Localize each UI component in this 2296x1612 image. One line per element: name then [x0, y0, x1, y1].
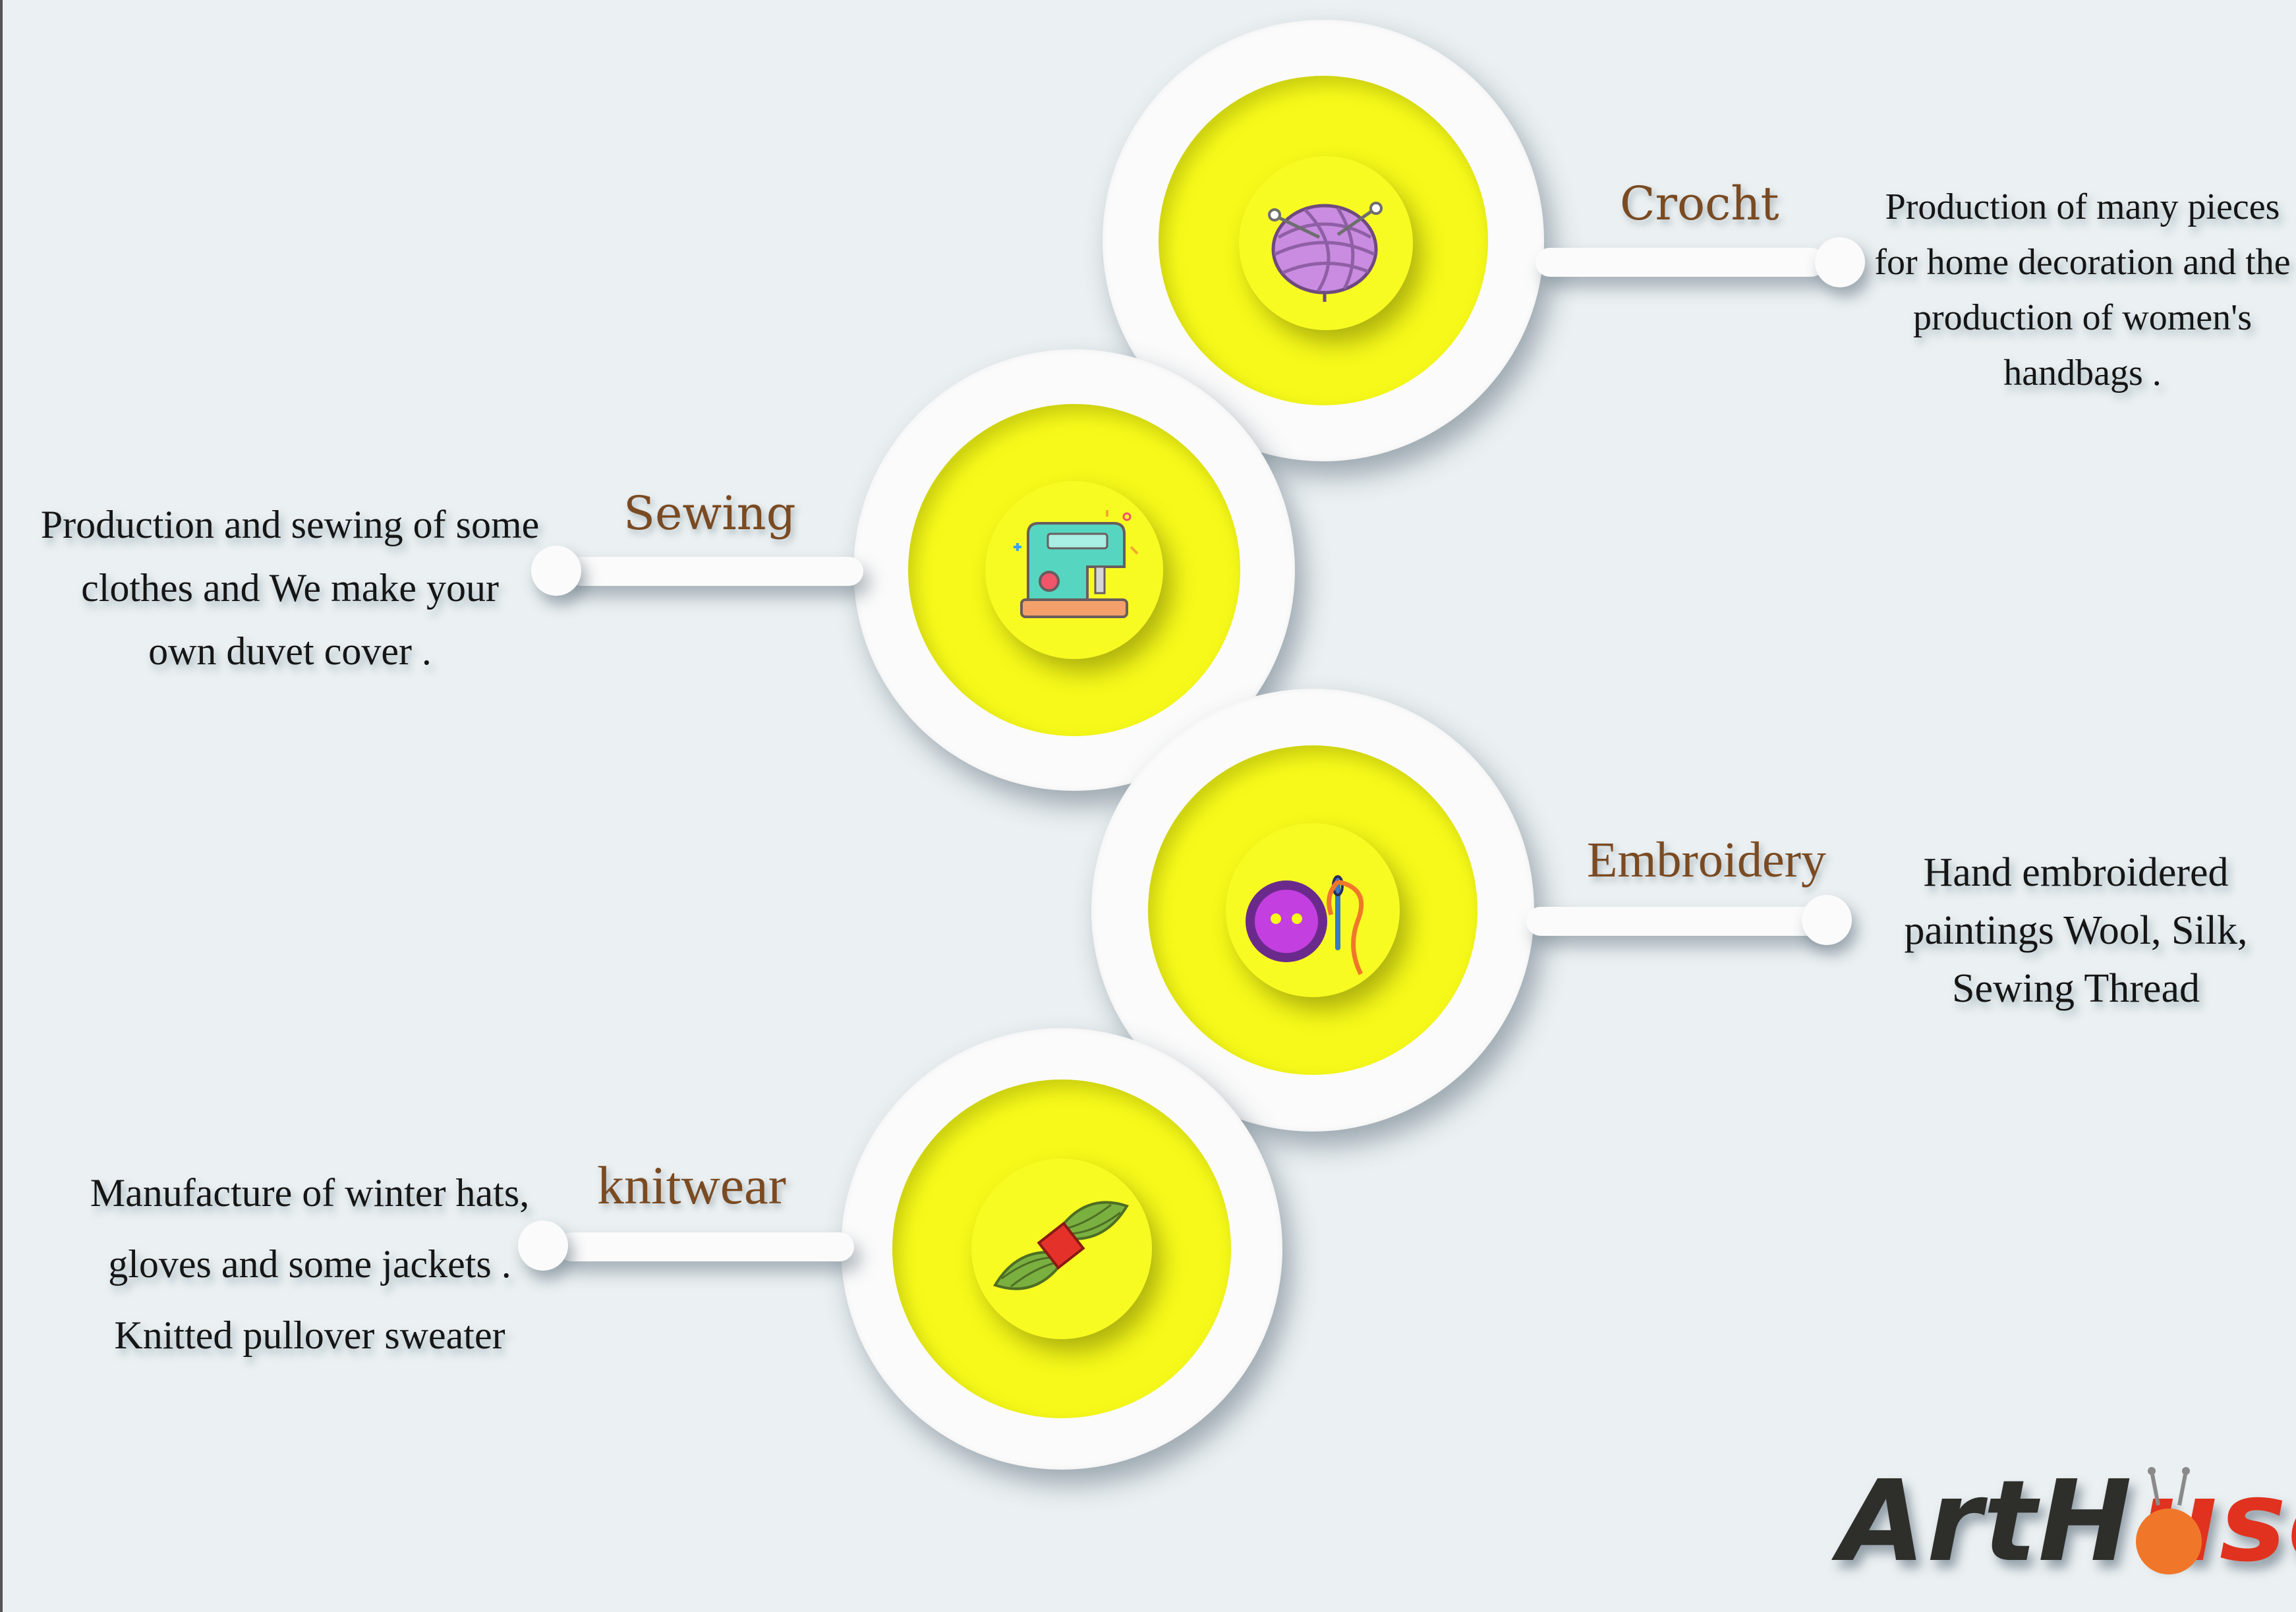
- sewing-machine-icon: [1014, 510, 1139, 618]
- crocht-title: Crocht: [1620, 177, 1779, 231]
- crocht-connector: [1535, 248, 1825, 277]
- embroidery-connector: [1526, 907, 1823, 936]
- logo-part-art: Art: [1839, 1456, 2038, 1587]
- knitwear-connector-knob[interactable]: [518, 1221, 568, 1271]
- knitwear-connector: [558, 1232, 854, 1261]
- crocht-connector-knob[interactable]: [1815, 237, 1865, 287]
- sewing-connector-knob[interactable]: [531, 546, 581, 596]
- crocht-description: Production of many pieces for home decor…: [1874, 187, 2291, 393]
- embroidery-title: Embroidery: [1587, 832, 1827, 888]
- logo-wordmark: Art H use: [1839, 1456, 2296, 1587]
- embroidery-description: Hand embroidered paintings Wool, Silk, S…: [1904, 850, 2248, 1011]
- left-border-line: [0, 0, 3, 1612]
- yarn-skein-icon: [993, 1201, 1129, 1290]
- button-needle-icon: [1246, 875, 1364, 975]
- sewing-connector: [567, 557, 863, 586]
- embroidery-connector-knob[interactable]: [1802, 895, 1852, 945]
- sewing-title: Sewing: [623, 486, 796, 540]
- logo-part-h: H: [2038, 1456, 2133, 1587]
- art-house-logo: Art H use: [1839, 1456, 2296, 1588]
- knitwear-title: knitwear: [597, 1155, 786, 1215]
- yarn-ball-icon: [1268, 202, 1383, 302]
- sewing-description: Production and sewing of some clothes an…: [40, 503, 540, 673]
- knitwear-description: Manufacture of winter hats, gloves and s…: [90, 1171, 530, 1357]
